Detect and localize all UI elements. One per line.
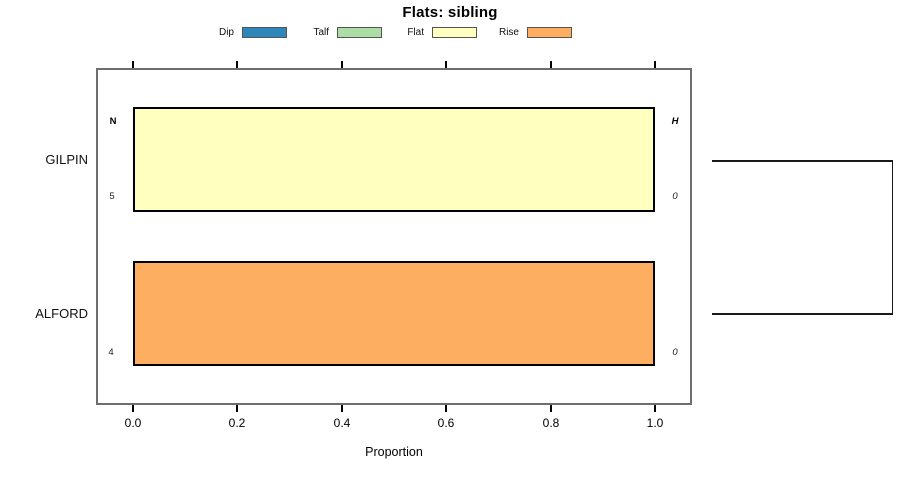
bracket-line-top xyxy=(712,160,893,162)
top-tick-0.6 xyxy=(445,61,447,68)
bracket-line-right xyxy=(891,160,893,314)
bar-gilpin-flat xyxy=(133,107,655,212)
bottom-tick-1.0 xyxy=(654,405,656,412)
category-label-gilpin: GILPIN xyxy=(45,152,88,167)
legend-label-dip: Dip xyxy=(218,27,234,38)
legend-item-flat: Flat xyxy=(382,25,477,40)
bottom-tick-0.6 xyxy=(445,405,447,412)
bottom-tick-0.2 xyxy=(236,405,238,412)
bar-alford-rise xyxy=(133,261,655,366)
legend-label-flat: Flat xyxy=(407,27,424,38)
top-tick-0.0 xyxy=(132,61,134,68)
top-tick-0.8 xyxy=(550,61,552,68)
legend-swatch-rise xyxy=(527,27,572,38)
top-tick-1.0 xyxy=(654,61,656,68)
legend-swatch-flat xyxy=(432,27,477,38)
legend-item-talf: Talf xyxy=(287,25,382,40)
bottom-tick-0.0 xyxy=(132,405,134,412)
top-tick-0.2 xyxy=(236,61,238,68)
x-tick-label-0.6: 0.6 xyxy=(437,416,455,430)
legend-swatch-talf xyxy=(337,27,382,38)
legend-label-talf: Talf xyxy=(313,27,329,38)
chart-title: Flats: sibling xyxy=(402,4,498,21)
h-header: H xyxy=(671,116,679,127)
x-tick-label-1.0: 1.0 xyxy=(646,416,664,430)
h-value-alford: 0 xyxy=(672,347,678,358)
x-tick-label-0.0: 0.0 xyxy=(124,416,142,430)
x-axis-title: Proportion xyxy=(365,445,423,459)
legend-item-dip: Dip xyxy=(192,25,287,40)
x-tick-label-0.2: 0.2 xyxy=(228,416,246,430)
category-label-alford: ALFORD xyxy=(35,306,88,321)
bottom-tick-1.0 xyxy=(550,405,552,412)
n-value-alford: 4 xyxy=(108,347,114,358)
top-tick-0.4 xyxy=(341,61,343,68)
legend-label-rise: Rise xyxy=(498,27,519,38)
n-header: N xyxy=(109,116,117,127)
legend-item-rise: Rise xyxy=(477,25,572,40)
bottom-tick-0.4 xyxy=(341,405,343,412)
n-value-gilpin: 5 xyxy=(109,191,115,202)
x-tick-label-0.4: 0.4 xyxy=(333,416,351,430)
legend-swatch-dip xyxy=(242,27,287,38)
x-tick-label-0.8: 0.8 xyxy=(542,416,560,430)
h-value-gilpin: 0 xyxy=(672,191,678,202)
bracket-line-bottom xyxy=(712,313,893,315)
